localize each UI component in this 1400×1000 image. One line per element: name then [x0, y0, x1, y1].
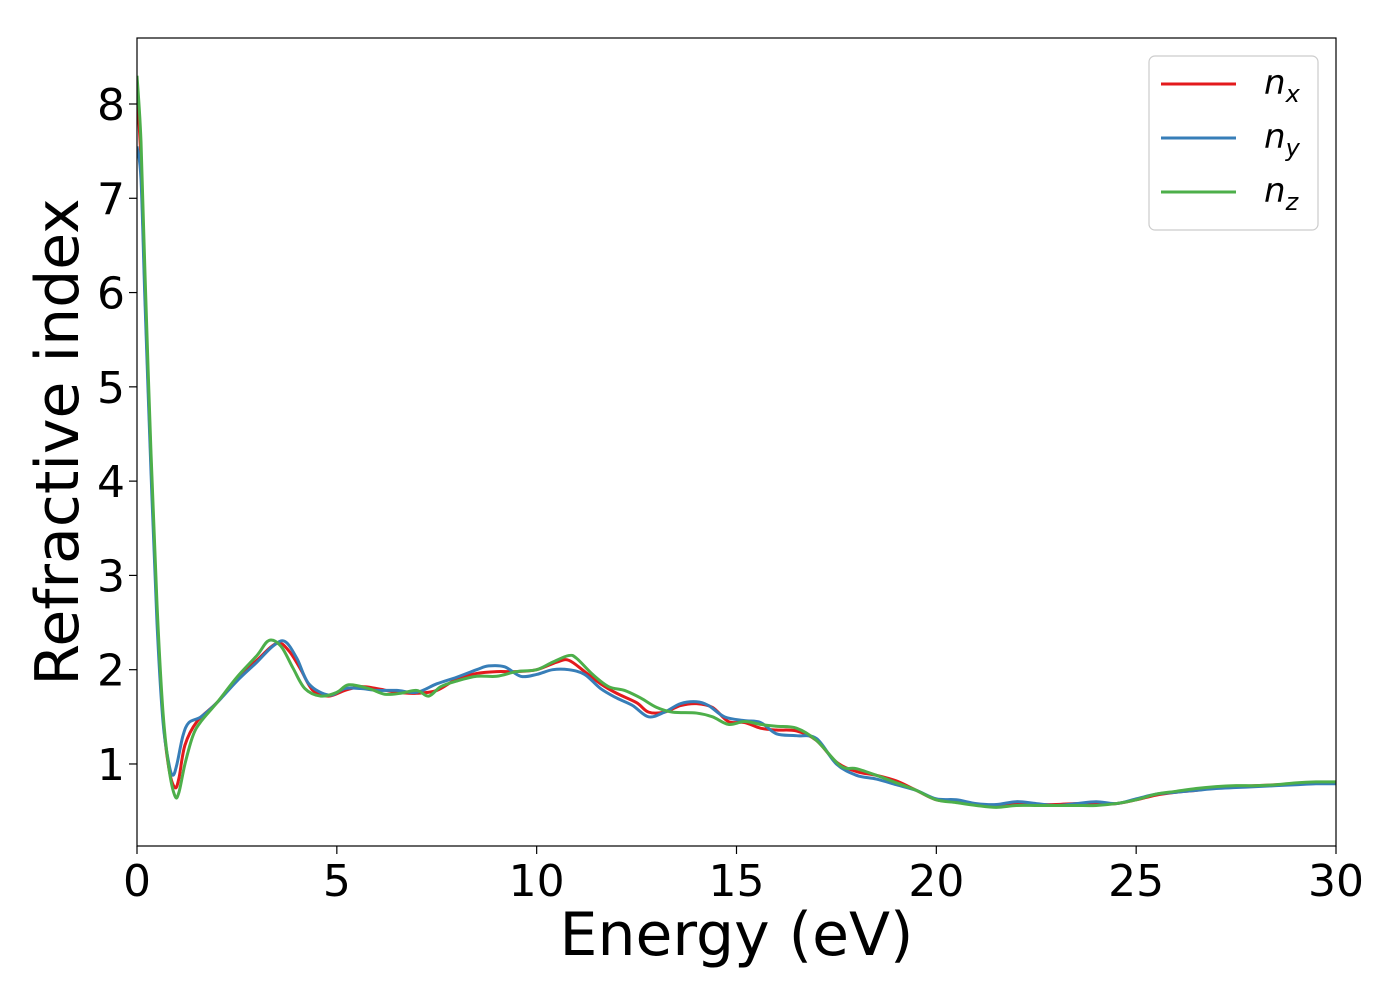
y-tick-label: 8	[97, 80, 125, 131]
legend-label-subscript: x	[1285, 80, 1301, 108]
x-tick-label: 20	[908, 856, 964, 907]
legend-label-nz: nz	[1264, 171, 1300, 216]
legend-label-base: n	[1264, 171, 1286, 211]
x-tick-label: 15	[709, 856, 765, 907]
series-lines	[137, 75, 1336, 809]
x-axis-ticks: 0 5 10 15 20 25 30	[123, 846, 1364, 907]
y-tick-label: 1	[97, 740, 125, 791]
y-tick-label: 2	[97, 646, 125, 697]
legend-box	[1148, 55, 1319, 231]
legend-label-base: n	[1264, 63, 1286, 103]
legend-label-base: n	[1264, 117, 1286, 157]
legend-label-ny: ny	[1264, 117, 1301, 162]
y-axis-ticks: 1 2 3 4 5 6 7 8	[97, 80, 137, 791]
y-tick-label: 7	[97, 174, 125, 225]
legend-label-subscript: y	[1285, 134, 1301, 162]
x-tick-label: 5	[323, 856, 351, 907]
x-tick-label: 25	[1108, 856, 1164, 907]
y-tick-label: 3	[97, 551, 125, 602]
legend-label-nx: nx	[1264, 63, 1301, 108]
y-tick-label: 5	[97, 363, 125, 414]
x-tick-label: 0	[123, 856, 151, 907]
y-axis-title: Refractive index	[23, 198, 93, 685]
series-line-nz	[137, 75, 1336, 809]
legend-label-subscript: z	[1285, 188, 1300, 216]
plot-area-frame	[136, 37, 1337, 847]
y-tick-label: 6	[97, 269, 125, 320]
y-tick-label: 4	[97, 457, 125, 508]
series-line-ny	[137, 146, 1336, 807]
x-tick-label: 30	[1308, 856, 1364, 907]
x-axis-title: Energy (eV)	[560, 900, 914, 970]
x-tick-label: 10	[509, 856, 565, 907]
